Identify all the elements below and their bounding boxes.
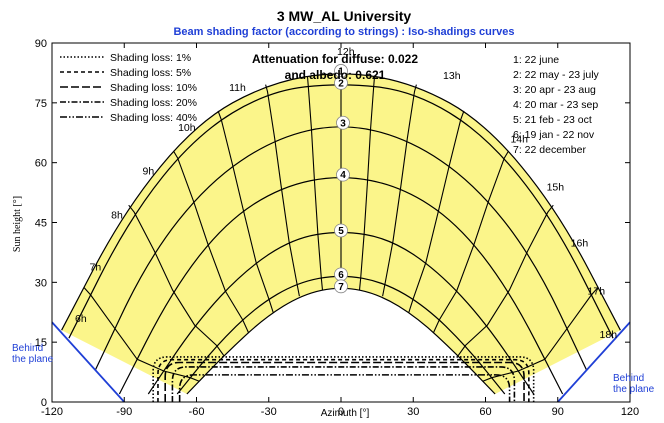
- sun-paths: [61, 73, 621, 395]
- behind-plane-right-2: the plane: [613, 384, 655, 395]
- date-legend-item: 2: 22 may - 23 july: [513, 69, 600, 81]
- date-marker-label: 2: [338, 78, 344, 89]
- date-marker-circle: [336, 115, 350, 130]
- date-marker-circle: [334, 75, 348, 90]
- date-marker-label: 4: [340, 170, 346, 181]
- hour-label: 7h: [90, 261, 102, 273]
- date-legend-item: 3: 20 apr - 23 aug: [513, 84, 596, 96]
- y-tick-label: 15: [35, 337, 47, 349]
- attenuation-diffuse: Attenuation for diffuse: 0.022: [252, 52, 418, 66]
- hour-label: 9h: [142, 166, 154, 178]
- hour-label: 11h: [229, 82, 246, 94]
- date-legend-item: 4: 20 mar - 23 sep: [513, 99, 598, 111]
- date-marker-label: 1: [338, 66, 344, 77]
- x-tick-label: 30: [407, 406, 419, 418]
- hour-label: 13h: [443, 70, 461, 82]
- behind-plane-left-2: the plane: [12, 354, 54, 365]
- sun-path-5: [147, 231, 535, 395]
- hour-line: [457, 204, 554, 357]
- behind-plane-boundaries: [51, 321, 631, 403]
- x-axis-label: Azimuth [°]: [321, 408, 370, 419]
- date-marker-label: 6: [338, 270, 344, 281]
- date-marker-label: 7: [338, 282, 344, 293]
- hour-labels: 6h 7h 8h 9h 10h 11h 12h 13h 14h 15h 16h 17h 18h: [75, 46, 617, 341]
- hour-label: 18h: [600, 329, 618, 341]
- y-tick-label: 90: [35, 38, 47, 50]
- hour-line: [265, 84, 300, 297]
- date-marker-label: 3: [340, 118, 346, 129]
- date-legend: 1: 22 june 2: 22 may - 23 july 3: 20 apr -…: [513, 54, 600, 156]
- y-tick-label: 75: [35, 98, 47, 110]
- hour-label: 16h: [571, 237, 589, 249]
- date-legend-item: 1: 22 june: [513, 54, 559, 66]
- x-tick-label: 60: [479, 406, 491, 418]
- behind-plane-line-left: [51, 321, 125, 403]
- x-tick-label: -30: [261, 406, 277, 418]
- shading-curve: [171, 366, 516, 402]
- legend-label: Shading loss: 40%: [110, 112, 197, 124]
- x-tick-label: -120: [41, 406, 63, 418]
- x-tick-label: 120: [621, 406, 639, 418]
- sun-path-4: [118, 177, 564, 395]
- hour-label: 15h: [547, 182, 565, 194]
- y-tick-label: 0: [41, 397, 47, 409]
- sun-path-3: [94, 126, 588, 371]
- y-tick-label: 30: [35, 277, 47, 289]
- y-tick-label: 60: [35, 158, 47, 170]
- date-legend-item: 7: 22 december: [513, 144, 586, 156]
- legend-label: Shading loss: 1%: [110, 52, 191, 64]
- hour-label: 8h: [111, 210, 123, 222]
- date-legend-item: 5: 21 feb - 23 oct: [513, 114, 592, 126]
- legend-label: Shading loss: 5%: [110, 67, 191, 79]
- shading-legend: Shading loss: 1% Shading loss: 5% Shading …: [60, 52, 197, 124]
- hour-label: 12h: [337, 46, 355, 58]
- date-legend-item: 6: 19 jan - 22 nov: [513, 129, 595, 141]
- shading-curves: [152, 356, 535, 402]
- hour-label: 14h: [510, 134, 528, 146]
- hour-label: 6h: [75, 313, 87, 325]
- date-marker-label: 5: [338, 226, 344, 237]
- hour-label: 10h: [178, 122, 196, 134]
- chart-subtitle: Beam shading factor (according to string…: [173, 26, 514, 38]
- x-tick-label: -60: [189, 406, 205, 418]
- hour-label: 17h: [588, 285, 606, 297]
- hour-line: [382, 84, 417, 297]
- behind-plane-line-right: [557, 321, 631, 403]
- date-marker-circle: [336, 167, 350, 182]
- sun-path-2: [68, 84, 614, 339]
- date-marker-circle: [334, 279, 348, 294]
- legend-label: Shading loss: 20%: [110, 97, 197, 109]
- y-tick-label: 45: [35, 218, 47, 230]
- attenuation-albedo: and albedo: 0.621: [285, 68, 386, 82]
- sun-path-1: [61, 73, 621, 331]
- date-marker-circle: [334, 223, 348, 238]
- behind-plane-left-1: Behind: [12, 343, 43, 354]
- x-tick-label: 90: [552, 406, 564, 418]
- sun-path-6: [176, 275, 506, 395]
- date-markers: 12 3 4 5 67: [334, 64, 350, 294]
- legend-label: Shading loss: 10%: [110, 82, 197, 94]
- x-tick-label: -90: [116, 406, 132, 418]
- y-axis-label: Sun height [°]: [12, 196, 23, 252]
- sun-path-7: [186, 287, 496, 395]
- shading-curve: [178, 374, 511, 402]
- chart-title: 3 MW_AL University: [277, 8, 412, 24]
- behind-plane-right-1: Behind: [613, 373, 644, 384]
- x-tick-label: 0: [338, 406, 344, 418]
- shading-curve: [164, 361, 525, 402]
- hour-line: [128, 204, 225, 357]
